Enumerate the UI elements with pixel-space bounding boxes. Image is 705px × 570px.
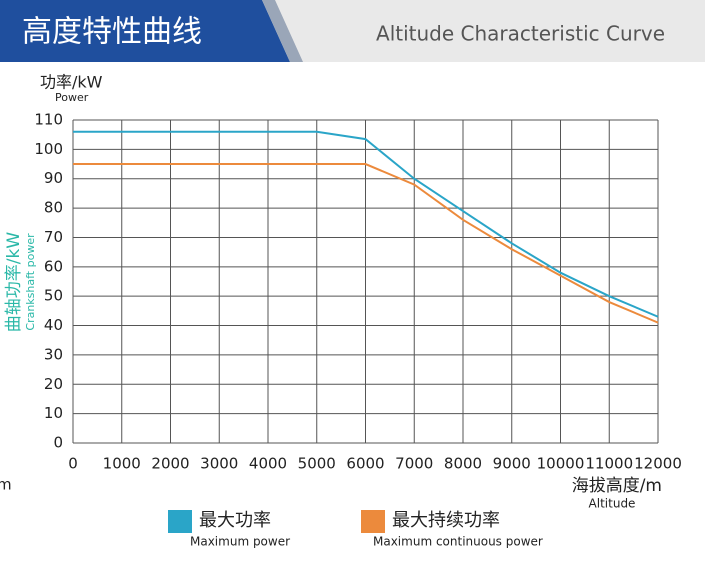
y-tick-label: 0 <box>53 434 63 452</box>
y-unit-label: 功率/kW <box>40 73 103 92</box>
x-tick-label: 1000 <box>103 455 141 473</box>
header-title-block <box>0 0 290 62</box>
x-tick-label: 10000 <box>537 455 585 473</box>
y-tick-label: 60 <box>44 257 63 275</box>
x-tick-label: 3000 <box>200 455 238 473</box>
y-tick-label: 110 <box>34 111 63 129</box>
x-tick-label: 0 <box>68 455 78 473</box>
y-tick-label: 40 <box>44 316 63 334</box>
y-tick-label: 80 <box>44 199 63 217</box>
x-tick-label: 2000 <box>151 455 189 473</box>
y-axis-label: 曲轴功率/kW <box>4 232 24 333</box>
x-tick-label: 9000 <box>493 455 531 473</box>
legend-label-en: Maximum power <box>190 535 290 549</box>
y-tick-label: 20 <box>44 375 63 393</box>
x-tick-label: 12000 <box>634 455 682 473</box>
header-subtitle: Altitude Characteristic Curve <box>376 22 665 46</box>
y-tick-label: 10 <box>44 404 63 422</box>
legend-swatch <box>168 510 192 533</box>
y-tick-label: 90 <box>44 169 63 187</box>
x-axis-label: 海拔高度/m <box>572 476 662 496</box>
legend-label: 最大功率 <box>199 510 271 531</box>
x-tick-label: 8000 <box>444 455 482 473</box>
x-tick-label: 7000 <box>395 455 433 473</box>
x-tick-label: 5000 <box>298 455 336 473</box>
x-tick-label: 6000 <box>346 455 384 473</box>
series-line <box>73 130 659 318</box>
legend-swatch <box>361 510 385 533</box>
x-tick-label: 11000 <box>585 455 633 473</box>
header-stripe <box>262 0 303 62</box>
y-unit-label-en: Power <box>55 91 89 104</box>
header-title: 高度特性曲线 <box>22 15 202 50</box>
y-axis-label-en: Crankshaft power <box>24 233 37 331</box>
x-axis-label-en: Altitude <box>589 497 636 511</box>
legend-label-en: Maximum continuous power <box>373 535 543 549</box>
series-line <box>73 163 659 324</box>
y-tick-label: 70 <box>44 228 63 246</box>
x-tick-label: 4000 <box>249 455 287 473</box>
legend-label: 最大持续功率 <box>392 510 500 531</box>
text-fragment: m <box>0 476 12 494</box>
y-tick-label: 30 <box>44 345 63 363</box>
y-tick-label: 100 <box>34 140 63 158</box>
y-tick-label: 50 <box>44 287 63 305</box>
